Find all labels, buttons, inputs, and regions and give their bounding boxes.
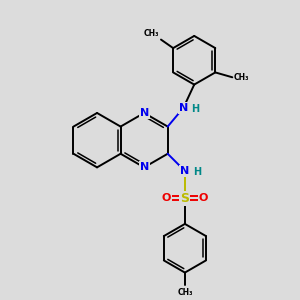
Text: H: H (191, 104, 200, 114)
Text: CH₃: CH₃ (177, 288, 193, 297)
Text: O: O (162, 193, 171, 203)
Text: N: N (180, 166, 190, 176)
Text: O: O (199, 193, 208, 203)
Text: CH₃: CH₃ (234, 73, 249, 82)
Text: N: N (179, 103, 188, 113)
Text: CH₃: CH₃ (144, 29, 160, 38)
Text: N: N (140, 108, 149, 118)
Text: S: S (180, 192, 189, 205)
Text: N: N (140, 162, 149, 172)
Text: H: H (193, 167, 201, 177)
